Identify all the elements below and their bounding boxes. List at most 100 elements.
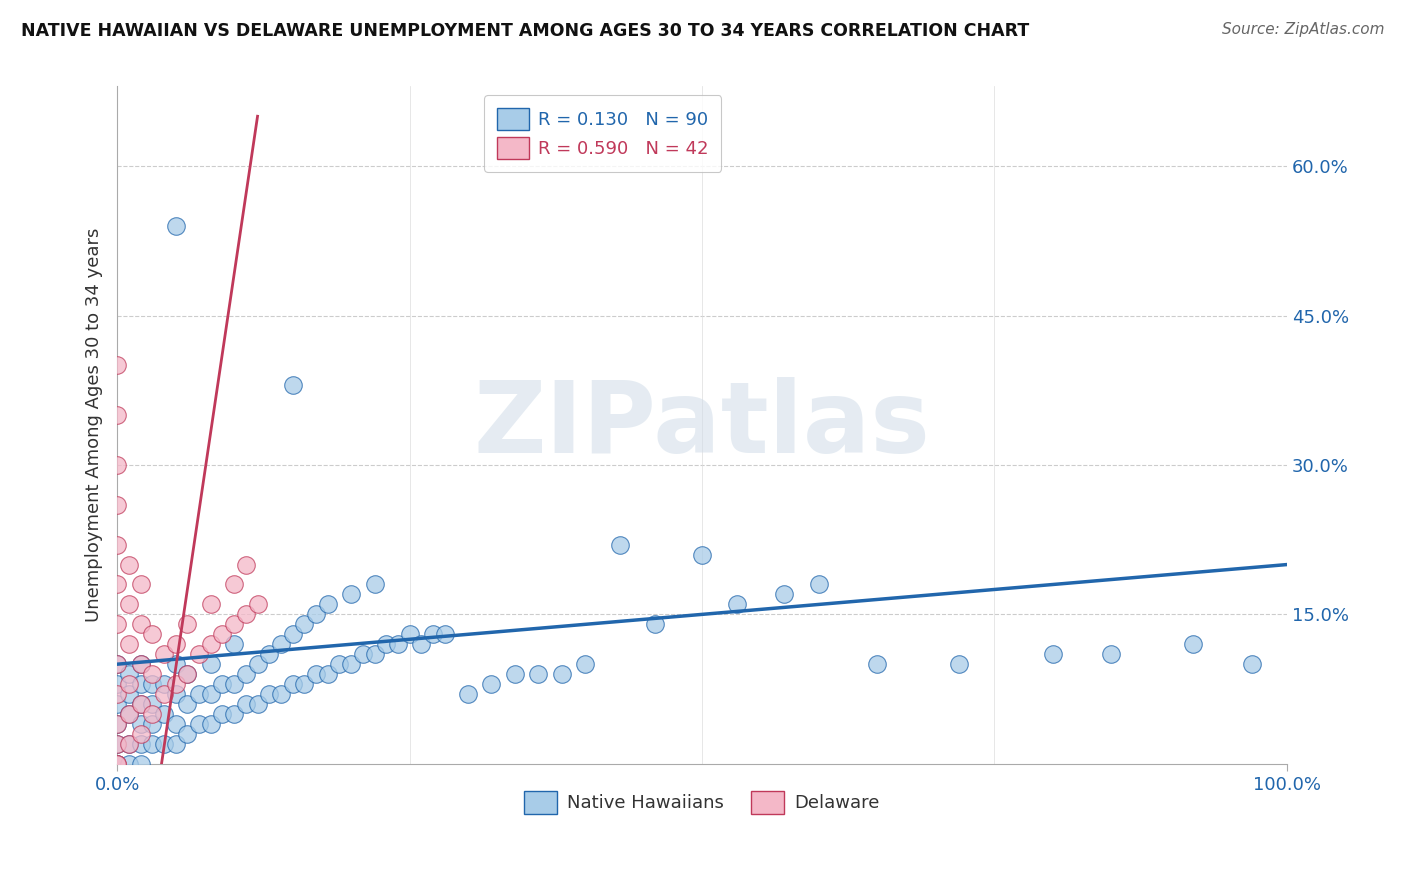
Point xyxy=(118,558,141,572)
Point xyxy=(200,717,222,731)
Point xyxy=(387,637,409,651)
Point xyxy=(690,548,713,562)
Point xyxy=(105,498,128,512)
Point xyxy=(457,687,479,701)
Point xyxy=(270,687,292,701)
Point xyxy=(105,687,128,701)
Point xyxy=(292,677,315,691)
Point xyxy=(328,657,350,672)
Point xyxy=(305,607,328,622)
Text: Source: ZipAtlas.com: Source: ZipAtlas.com xyxy=(1222,22,1385,37)
Point xyxy=(165,677,187,691)
Point xyxy=(224,637,246,651)
Point xyxy=(118,687,141,701)
Point xyxy=(527,667,550,681)
Point xyxy=(224,617,246,632)
Point xyxy=(246,598,269,612)
Point xyxy=(105,458,128,472)
Point xyxy=(105,538,128,552)
Point xyxy=(352,647,374,661)
Point xyxy=(105,657,128,672)
Point xyxy=(141,737,163,751)
Point xyxy=(1042,647,1064,661)
Point xyxy=(105,697,128,711)
Point xyxy=(165,219,187,233)
Point xyxy=(118,756,141,771)
Point xyxy=(1182,637,1205,651)
Legend: Native Hawaiians, Delaware: Native Hawaiians, Delaware xyxy=(515,782,889,822)
Point xyxy=(153,737,176,751)
Point xyxy=(224,677,246,691)
Point xyxy=(105,677,128,691)
Point xyxy=(105,737,128,751)
Point xyxy=(281,378,304,392)
Point xyxy=(281,627,304,641)
Point xyxy=(257,687,280,701)
Point xyxy=(188,687,211,701)
Point xyxy=(129,737,152,751)
Point xyxy=(165,737,187,751)
Point xyxy=(807,577,830,591)
Point xyxy=(129,677,152,691)
Point xyxy=(105,756,128,771)
Point xyxy=(141,717,163,731)
Point xyxy=(129,697,152,711)
Point xyxy=(550,667,572,681)
Point xyxy=(105,717,128,731)
Point xyxy=(105,617,128,632)
Point xyxy=(188,717,211,731)
Point xyxy=(235,558,257,572)
Point xyxy=(363,647,385,661)
Point xyxy=(305,667,328,681)
Point xyxy=(481,677,503,691)
Point xyxy=(292,617,315,632)
Y-axis label: Unemployment Among Ages 30 to 34 years: Unemployment Among Ages 30 to 34 years xyxy=(86,227,103,623)
Point xyxy=(375,637,398,651)
Point xyxy=(200,687,222,701)
Point xyxy=(141,706,163,721)
Point xyxy=(176,697,198,711)
Point xyxy=(235,667,257,681)
Point xyxy=(129,697,152,711)
Point xyxy=(211,706,233,721)
Point xyxy=(105,756,128,771)
Point xyxy=(644,617,666,632)
Point xyxy=(609,538,631,552)
Point xyxy=(141,697,163,711)
Point xyxy=(411,637,433,651)
Point xyxy=(118,677,141,691)
Point xyxy=(176,667,198,681)
Point xyxy=(340,587,363,601)
Point xyxy=(1099,647,1122,661)
Point xyxy=(105,737,128,751)
Point xyxy=(200,637,222,651)
Point xyxy=(340,657,363,672)
Point xyxy=(200,657,222,672)
Point xyxy=(118,737,141,751)
Point xyxy=(129,617,152,632)
Point xyxy=(129,756,152,771)
Point xyxy=(129,717,152,731)
Point xyxy=(433,627,456,641)
Point xyxy=(270,637,292,651)
Point xyxy=(176,667,198,681)
Point xyxy=(422,627,444,641)
Point xyxy=(118,737,141,751)
Point xyxy=(281,677,304,691)
Point xyxy=(773,587,796,601)
Point xyxy=(129,657,152,672)
Point xyxy=(129,577,152,591)
Point xyxy=(129,727,152,741)
Point xyxy=(316,598,339,612)
Point xyxy=(153,647,176,661)
Point xyxy=(503,667,526,681)
Point xyxy=(165,687,187,701)
Point xyxy=(246,697,269,711)
Point xyxy=(165,637,187,651)
Point xyxy=(105,756,128,771)
Point xyxy=(105,408,128,422)
Point xyxy=(188,647,211,661)
Point xyxy=(176,727,198,741)
Point xyxy=(141,667,163,681)
Text: NATIVE HAWAIIAN VS DELAWARE UNEMPLOYMENT AMONG AGES 30 TO 34 YEARS CORRELATION C: NATIVE HAWAIIAN VS DELAWARE UNEMPLOYMENT… xyxy=(21,22,1029,40)
